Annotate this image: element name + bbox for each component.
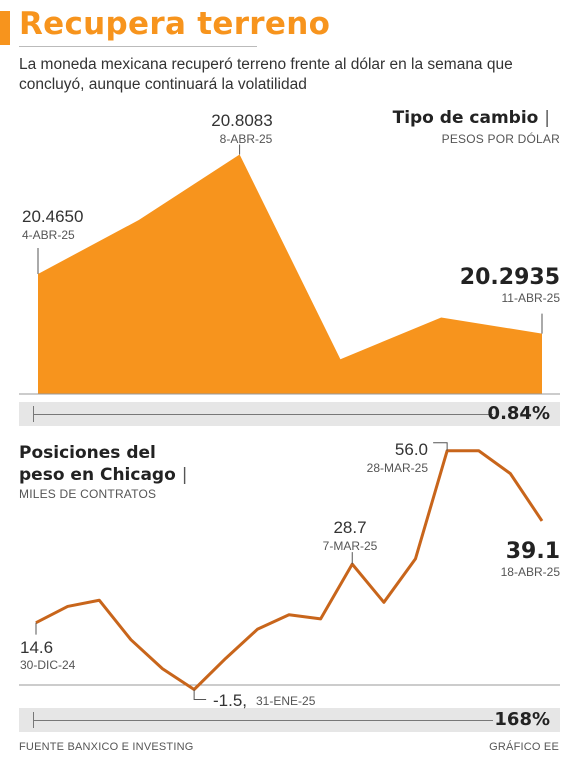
annotation-leader	[433, 442, 448, 451]
source-note: FUENTE BANXICO E INVESTING	[19, 741, 194, 753]
exchange-rate-change-value: 0.84%	[487, 403, 550, 424]
band-line	[33, 414, 493, 415]
annotation-date: 30-DIC-24	[20, 658, 76, 672]
annotation-date: 8-ABR-25	[220, 132, 273, 146]
annotation-value: 20.4650	[22, 207, 83, 226]
chicago-positions-unit: MILES DE CONTRATOS	[19, 487, 157, 501]
annotation-date: 31-ENE-25	[256, 694, 316, 708]
page-subtitle: La moneda mexicana recuperó terreno fren…	[19, 56, 513, 93]
title-accent-bar	[0, 11, 10, 45]
exchange-rate-change-band: 0.84%	[19, 402, 560, 426]
annotation-leader	[193, 689, 207, 700]
annotation-value: -1.5,	[213, 691, 247, 710]
title-divider	[19, 46, 257, 47]
annotation-value-latest: 39.1	[506, 539, 560, 564]
annotation-date: 18-ABR-25	[501, 565, 561, 579]
annotation-date: 11-ABR-25	[502, 291, 561, 305]
graphic-credit: GRÁFICO EE	[489, 741, 559, 753]
annotation-value: 56.0	[395, 440, 428, 459]
annotation-value: 14.6	[20, 638, 53, 657]
page-title: Recupera terreno	[19, 6, 331, 42]
exchange-rate-area	[38, 154, 542, 394]
exchange-rate-title: Tipo de cambio |	[392, 108, 550, 128]
annotation-date: 4-ABR-25	[22, 228, 75, 242]
chicago-positions-change-value: 168%	[494, 709, 550, 730]
chicago-positions-change-band: 168%	[19, 708, 560, 732]
annotation-value: 20.8083	[211, 111, 272, 130]
chicago-positions-title: Posiciones del peso en Chicago |	[19, 443, 188, 485]
band-line	[33, 720, 493, 721]
exchange-rate-unit: PESOS POR DÓLAR	[441, 132, 560, 146]
annotation-date: 28-MAR-25	[367, 461, 429, 475]
annotation-value: 28.7	[333, 518, 366, 537]
positions-series-line	[35, 449, 544, 691]
annotation-value-latest: 20.2935	[460, 265, 560, 290]
annotation-date: 7-MAR-25	[323, 539, 378, 553]
